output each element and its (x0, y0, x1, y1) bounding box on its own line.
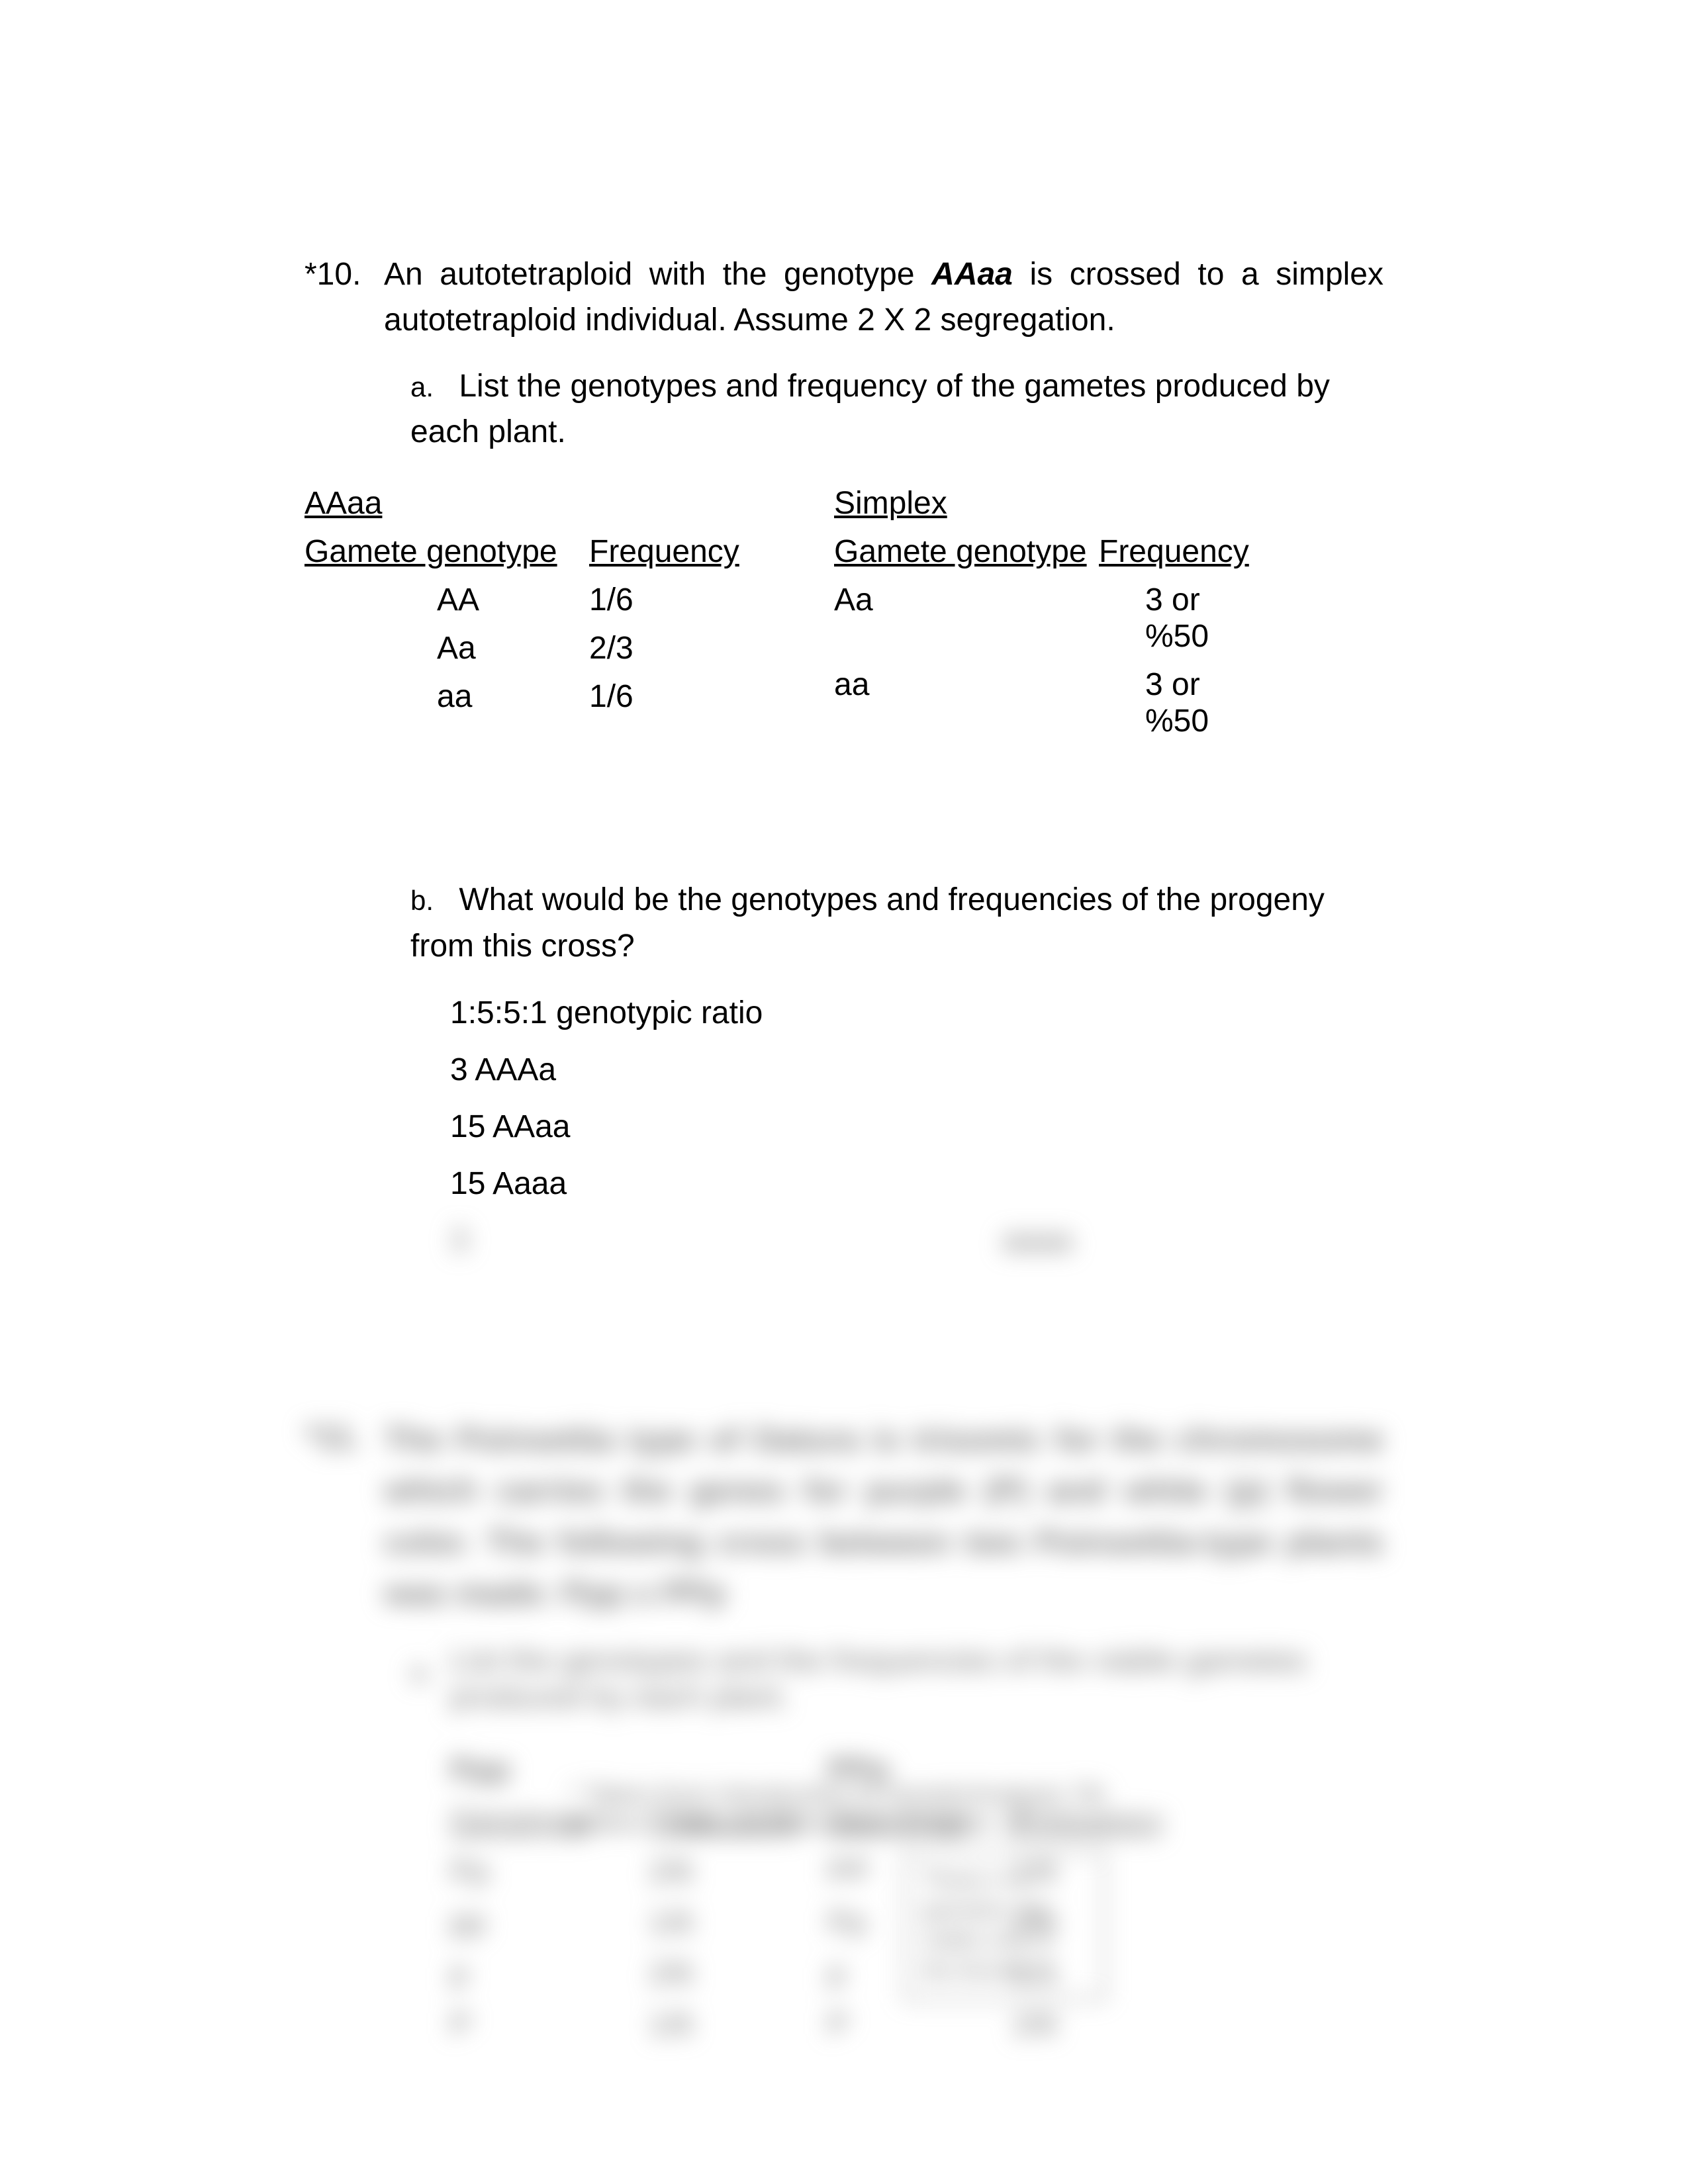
answer-line: 15 AAaa (450, 1099, 1383, 1155)
q10a-letter: a. (410, 367, 450, 408)
table-aaaa: AAaa Gamete genotype Frequency AA 1/6 Aa… (305, 485, 761, 751)
q11-note-box: These n+1 gametes are viable only in the… (904, 1851, 1105, 2001)
table1-head-genotype: Gamete genotype (305, 533, 589, 570)
q11-number: *11. (305, 1412, 384, 1463)
question-11-blurred: *11. The Poinsettia type of Datura is tr… (305, 1412, 1383, 2043)
cell-frequency: 3 or %50 (1099, 666, 1271, 739)
table2-head-frequency: Frequency (1099, 533, 1271, 570)
answer-line-blurred: 3 aaaa (450, 1213, 1383, 1259)
q10-number: *10. (305, 251, 384, 298)
answer-line: 3 AAAa (450, 1042, 1383, 1098)
q10-tables: AAaa Gamete genotype Frequency AA 1/6 Aa… (305, 485, 1383, 751)
answer-line: 1:5:5:1 genotypic ratio (450, 985, 1383, 1041)
table2-title: Simplex (834, 485, 1271, 522)
q10-text: An autotetraploid with the genotype AAaa… (384, 251, 1383, 343)
cell-genotype: aa (305, 678, 589, 715)
cell-genotype: Aa (305, 630, 589, 666)
cell-frequency: 3 or %50 (1099, 582, 1271, 655)
q10b-letter: b. (410, 881, 450, 921)
blur-left: 3 (450, 1223, 468, 1258)
footnote: * Taken from Introduction to GeneticAnal… (569, 1781, 1119, 1838)
q11a-text: List the genotypes and the frequencies o… (450, 1643, 1383, 1715)
q11-body: The Poinsettia type of Datura is trisomi… (384, 1414, 1383, 1619)
table2-head-genotype: Gamete genotype (834, 533, 1099, 570)
table-row: aa 1/6 (305, 678, 761, 715)
q11: *11. The Poinsettia type of Datura is tr… (305, 1412, 1383, 1619)
table1-head-frequency: Frequency (589, 533, 761, 570)
cell-frequency: 1/6 (589, 678, 761, 715)
q11a: a. List the genotypes and the frequencie… (410, 1653, 1383, 2043)
cell-genotype: aa (834, 666, 1099, 739)
table-simplex: Simplex Gamete genotype Frequency Aa 3 o… (834, 485, 1271, 751)
q11a-letter: a. (410, 1656, 450, 1688)
q10b-text: What would be the genotypes and frequenc… (410, 882, 1325, 964)
cell-frequency: 1/6 (589, 582, 761, 618)
q10-text-pre: An autotetraploid with the genotype (384, 257, 931, 292)
question-10: *10. An autotetraploid with the genotype… (305, 251, 1383, 343)
table1-header: Gamete genotype Frequency (305, 533, 761, 570)
cell-genotype: Aa (834, 582, 1099, 655)
table-row: aa 3 or %50 (834, 666, 1271, 739)
table-row: AA 1/6 (305, 582, 761, 618)
blur-right: aaaa (1002, 1213, 1072, 1269)
answer-line: 15 Aaaa (450, 1156, 1383, 1212)
table2-header: Gamete genotype Frequency (834, 533, 1271, 570)
cell-frequency: 2/3 (589, 630, 761, 666)
q10a-text: List the genotypes and frequency of the … (410, 369, 1330, 450)
cell-genotype: AA (305, 582, 589, 618)
q10-genotype: AAaa (931, 257, 1013, 292)
table-row: Aa 3 or %50 (834, 582, 1271, 655)
table-row: Aa 2/3 (305, 630, 761, 666)
table-row: P 1/6 P 2/6 (450, 2007, 1383, 2043)
q10a: a. List the genotypes and frequency of t… (410, 363, 1383, 455)
q10b-answers: 1:5:5:1 genotypic ratio 3 AAAa 15 AAaa 1… (450, 985, 1383, 1259)
table1-title: AAaa (305, 485, 761, 522)
q10b: b. What would be the genotypes and frequ… (410, 877, 1383, 969)
